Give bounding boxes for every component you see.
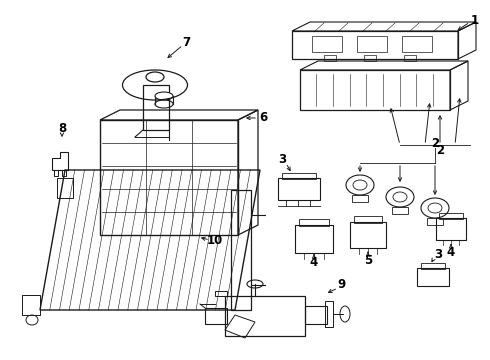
Text: 10: 10 — [207, 234, 223, 247]
Text: 8: 8 — [58, 122, 66, 135]
Text: 2: 2 — [431, 136, 439, 149]
Text: 3: 3 — [434, 248, 442, 261]
Ellipse shape — [155, 92, 173, 100]
Text: 6: 6 — [259, 111, 267, 123]
Bar — [143, 85, 169, 130]
Bar — [421, 263, 445, 269]
Bar — [404, 55, 416, 61]
Text: 4: 4 — [310, 256, 318, 270]
Bar — [352, 195, 368, 202]
Text: 9: 9 — [338, 279, 346, 292]
Text: 4: 4 — [447, 247, 455, 260]
Bar — [427, 218, 443, 225]
Bar — [357, 36, 387, 52]
Bar — [325, 301, 333, 327]
Text: 1: 1 — [471, 14, 479, 27]
Text: 5: 5 — [364, 253, 372, 266]
Bar — [299, 219, 329, 226]
Bar — [312, 36, 342, 52]
Bar — [354, 216, 382, 223]
Bar — [402, 36, 432, 52]
Bar — [225, 296, 305, 336]
Bar — [282, 173, 316, 179]
Bar — [436, 218, 466, 240]
Bar — [295, 225, 333, 253]
Bar — [439, 213, 463, 219]
Bar — [278, 178, 320, 200]
Bar — [205, 308, 227, 324]
Bar — [364, 55, 376, 61]
Text: 7: 7 — [182, 36, 190, 49]
Text: 3: 3 — [278, 153, 286, 166]
Bar — [392, 207, 408, 214]
Bar — [417, 268, 449, 286]
Bar — [350, 222, 386, 248]
Text: 2: 2 — [436, 144, 444, 157]
Bar — [305, 306, 327, 324]
Bar — [324, 55, 336, 61]
